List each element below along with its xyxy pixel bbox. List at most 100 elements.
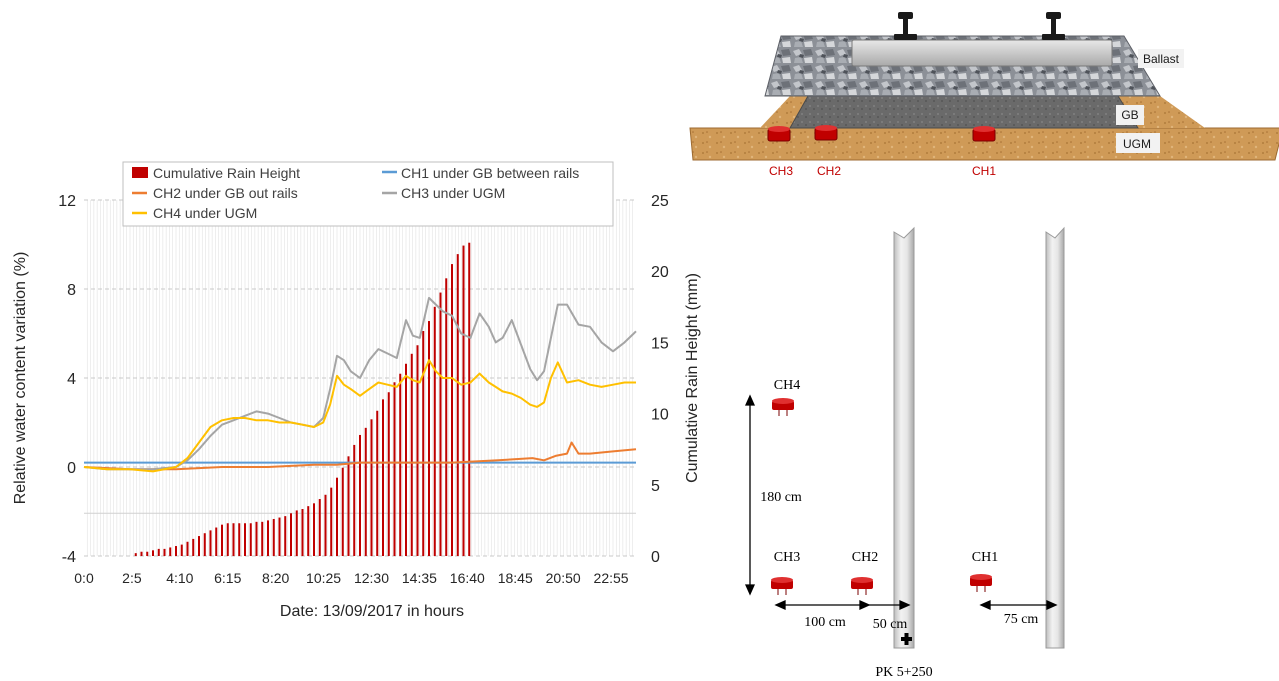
rain-bar	[163, 548, 166, 556]
rain-bar	[140, 551, 143, 556]
legend-box	[122, 161, 614, 227]
rain-bar	[336, 477, 338, 556]
ballast-label: Ballast	[1143, 52, 1180, 66]
y-left-tick-label: 8	[67, 282, 76, 299]
dimension-label-ch2-rail: 50 cm	[873, 617, 908, 632]
rain-bar	[456, 254, 459, 556]
rain-bar	[209, 530, 212, 556]
rain-bar	[215, 527, 218, 556]
rain-bar	[324, 494, 327, 556]
dimension-arrow-ch1-rail	[979, 599, 1058, 611]
legend-label-ch2: CH2 under GB out rails	[153, 185, 298, 201]
series-line-ch2	[83, 441, 637, 471]
rain-bar	[416, 345, 419, 556]
section-label-ch3: CH3	[769, 164, 793, 178]
rain-bar	[203, 533, 206, 556]
series-line-ch4	[83, 359, 636, 473]
legend-label-ch4: CH4 under UGM	[153, 205, 257, 221]
rain-bar	[330, 487, 333, 556]
y-right-tick-label: 20	[651, 264, 669, 281]
plan-label-ch4: CH4	[774, 378, 800, 393]
plan-label-ch1: CH1	[972, 550, 998, 565]
y-left-tick-label: -4	[62, 549, 76, 566]
section-sensor-ch1	[972, 126, 996, 142]
rain-bar	[313, 503, 315, 556]
rain-bar	[267, 520, 269, 556]
rain-bar	[261, 521, 264, 556]
y-left-tick-label: 0	[67, 460, 76, 477]
y-right-tick-label: 5	[651, 478, 660, 495]
rain-bar	[186, 541, 189, 556]
rain-bar	[364, 427, 367, 556]
plan-sensor-ch4	[772, 398, 794, 416]
rain-bar	[393, 382, 396, 556]
y-axis-right-label: Cumulative Rain Height (mm)	[684, 273, 701, 483]
x-tick-label: 18:45	[498, 570, 533, 586]
rain-bar	[451, 264, 453, 556]
y-left-tick-label: 12	[58, 193, 76, 210]
y-right-tick-label: 10	[651, 407, 669, 424]
x-tick-label: 16:40	[450, 570, 485, 586]
legend-label-ch1: CH1 under GB between rails	[401, 165, 579, 181]
plan-label-ch3: CH3	[774, 550, 800, 565]
rain-bar	[468, 242, 471, 556]
rain-bar	[272, 518, 275, 556]
rain-bar	[175, 546, 177, 556]
section-sensor-ch2	[814, 125, 838, 141]
track-cross-section: Ballast GB UGM CH3 CH2 CH1	[689, 12, 1279, 178]
y-right-tick-label: 15	[651, 335, 669, 352]
rail-plan-right	[1045, 226, 1065, 649]
rain-bar	[221, 524, 223, 556]
dimension-label-ch1-rail: 75 cm	[1004, 612, 1039, 627]
series-lines	[83, 296, 637, 473]
rain-bar	[255, 521, 258, 556]
rain-bar	[290, 513, 292, 556]
sensor-plan-view: CH4 CH3 CH2 CH1 180 cm 100 cm 50 cm 75 c…	[744, 226, 1065, 680]
rain-bar	[422, 331, 425, 556]
ugm-label: UGM	[1123, 137, 1151, 151]
rain-bar	[307, 506, 310, 556]
rain-bar	[318, 499, 321, 556]
rain-bar	[341, 467, 344, 556]
dimension-arrow-ch3-ch2	[774, 599, 871, 611]
rain-bar	[146, 551, 149, 556]
sleeper	[851, 39, 1113, 67]
rain-bar	[226, 523, 229, 556]
rain-bar	[382, 399, 384, 556]
x-tick-label: 8:20	[262, 570, 289, 586]
x-axis-label: Date: 13/09/2017 in hours	[280, 603, 464, 620]
x-tick-label: 14:35	[402, 570, 437, 586]
legend-label-ch3: CH3 under UGM	[401, 185, 505, 201]
y-axis-left-label: Relative water content variation (%)	[12, 252, 29, 505]
rain-bar	[376, 410, 379, 556]
gb-layer	[789, 95, 1139, 129]
rain-bar	[433, 306, 436, 556]
rain-bars	[134, 242, 471, 556]
rain-bar	[192, 538, 195, 556]
legend: Cumulative Rain Height CH1 under GB betw…	[122, 161, 614, 227]
rain-bar	[232, 523, 235, 556]
plan-sensor-ch3	[771, 577, 793, 595]
rain-bar	[301, 509, 304, 556]
rain-bar	[428, 321, 430, 556]
rain-bar	[387, 392, 390, 556]
x-tick-label: 12:30	[354, 570, 389, 586]
y-right-tick-label: 0	[651, 549, 660, 566]
rain-bar	[399, 373, 402, 556]
water-content-chart: -4 0 4 8 12 0 5 10 15 20 25 0:0 2:5 4:10 6:15 8:20 10:…	[12, 161, 701, 620]
rain-bar	[152, 550, 154, 556]
x-tick-label: 20:50	[546, 570, 581, 586]
rain-bar	[359, 434, 361, 556]
rain-bar	[410, 353, 413, 556]
dimension-arrow-vertical	[744, 394, 756, 596]
x-tick-label: 10:25	[306, 570, 341, 586]
rain-bar	[134, 553, 137, 556]
rain-bar	[157, 548, 160, 556]
x-tick-label: 2:5	[122, 570, 142, 586]
rain-bar	[347, 456, 350, 556]
plan-sensor-ch2	[851, 577, 873, 595]
dimension-label-ch3-ch2: 100 cm	[804, 615, 846, 630]
dimension-label-vertical: 180 cm	[760, 490, 802, 505]
plan-sensor-ch1	[970, 574, 992, 592]
